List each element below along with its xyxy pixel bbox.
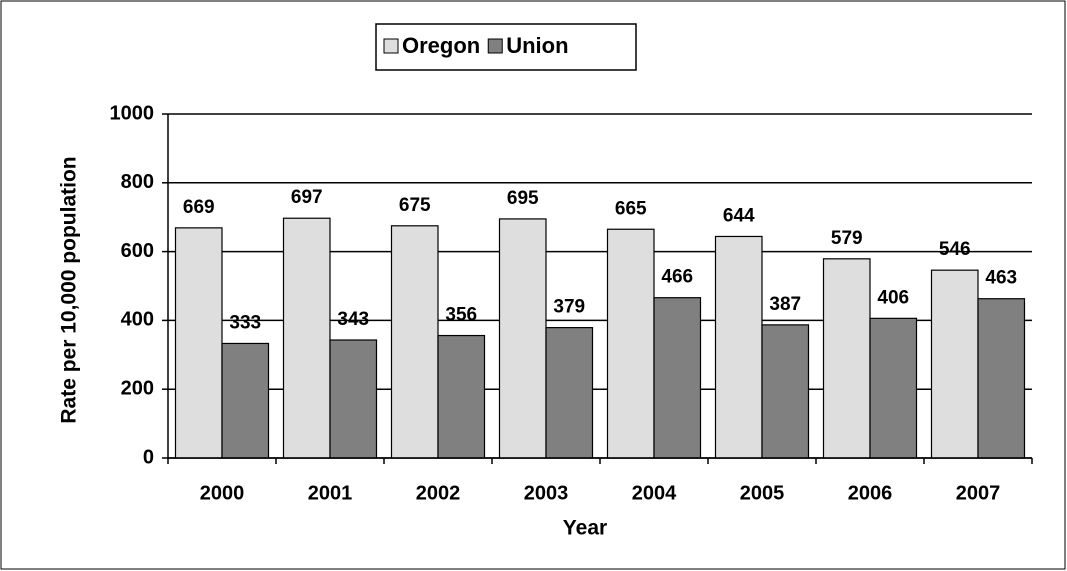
x-tick-label: 2001 — [308, 482, 353, 504]
value-label: 695 — [507, 188, 539, 209]
x-tick-label: 2002 — [416, 482, 461, 504]
bar — [221, 342, 270, 459]
y-tick-label: 1000 — [110, 102, 155, 124]
legend-swatch — [487, 38, 503, 54]
x-tick-label: 2007 — [956, 482, 1001, 504]
bar — [977, 298, 1026, 459]
value-label: 343 — [337, 309, 369, 330]
x-tick-label: 2003 — [524, 482, 569, 504]
bar — [498, 218, 547, 459]
y-tick-label: 400 — [121, 309, 154, 331]
bar — [545, 327, 594, 459]
value-label: 579 — [831, 228, 863, 249]
value-label: 665 — [615, 198, 647, 219]
legend-swatch — [383, 38, 399, 54]
x-tick-label: 2000 — [200, 482, 245, 504]
value-label: 333 — [229, 312, 261, 333]
legend-label: Oregon — [402, 33, 480, 58]
legend-box — [375, 23, 637, 71]
y-tick-label: 800 — [121, 171, 154, 193]
bar — [822, 258, 871, 459]
bar — [653, 297, 702, 459]
value-label: 406 — [877, 287, 909, 308]
bar — [869, 317, 918, 459]
x-tick-label: 2005 — [740, 482, 785, 504]
bar — [930, 269, 979, 459]
x-axis-title: Year — [563, 517, 607, 540]
value-label: 697 — [291, 187, 323, 208]
y-axis-title: Rate per 10,000 population — [58, 156, 81, 423]
bar — [390, 225, 439, 459]
bar — [329, 339, 378, 459]
value-label: 466 — [661, 267, 693, 288]
bar — [606, 228, 655, 459]
y-tick-label: 200 — [121, 377, 154, 399]
value-label: 644 — [723, 205, 755, 226]
value-label: 546 — [939, 239, 971, 260]
x-tick-label: 2006 — [848, 482, 893, 504]
value-label: 356 — [445, 305, 477, 326]
value-label: 387 — [769, 294, 801, 315]
bar — [761, 324, 810, 459]
y-tick-label: 600 — [121, 240, 154, 262]
legend-label: Union — [506, 33, 568, 58]
value-label: 379 — [553, 297, 585, 318]
bar — [437, 334, 486, 459]
bar — [282, 217, 331, 459]
y-tick-label: 0 — [143, 446, 154, 468]
value-label: 675 — [399, 195, 431, 216]
bar — [174, 227, 223, 459]
bar — [714, 235, 763, 459]
value-label: 669 — [183, 197, 215, 218]
value-label: 463 — [985, 268, 1017, 289]
x-tick-label: 2004 — [632, 482, 677, 504]
